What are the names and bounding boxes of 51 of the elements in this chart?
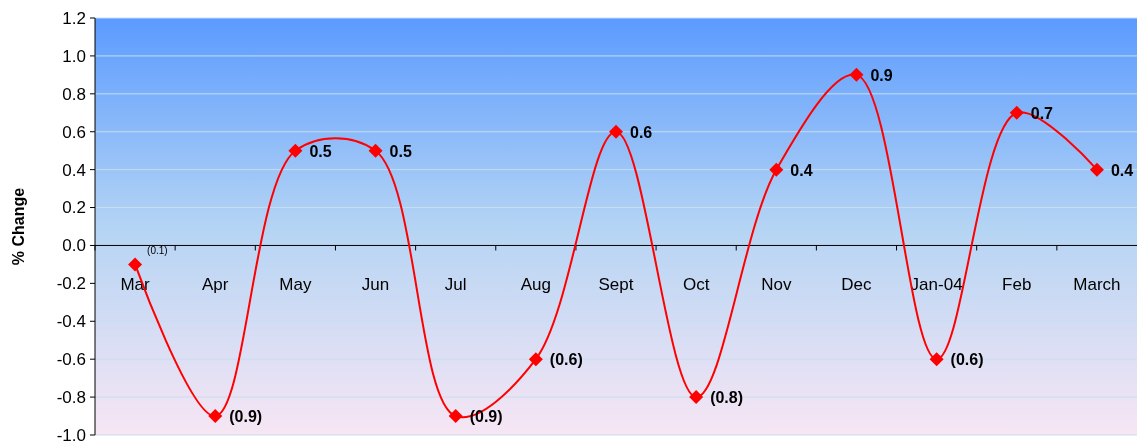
data-label: 0.4 [790,161,813,179]
data-label: 0.5 [309,142,332,160]
x-tick-label: Jan-04 [910,275,963,295]
y-tick-label: -1.0 [56,425,86,445]
data-label: 0.7 [1030,104,1054,122]
point [128,257,143,272]
y-tick-label: 0.0 [62,236,86,256]
y-tick-label: 1.0 [62,46,86,66]
data-label: 0.4 [1110,161,1134,179]
point [288,143,303,158]
x-tick-label: May [279,275,312,295]
point [1009,105,1024,120]
y-tick-label: 0.4 [62,160,86,180]
y-tick-label: 0.8 [62,84,86,104]
x-tick-label: Oct [682,275,710,295]
point [208,409,223,424]
x-tick-label: Dec [841,275,873,295]
x-tick-label: Aug [520,275,551,295]
data-label: 0.9 [870,66,893,84]
point [769,162,784,177]
point [849,67,864,82]
y-tick-label: -0.8 [56,388,86,408]
data-label: (0.9) [469,408,503,426]
x-tick-label: March [1073,275,1121,295]
y-tick-label: -0.6 [56,350,86,370]
point [609,124,623,139]
x-tick-label: Jul [444,275,467,295]
y-tick-label: -0.4 [56,312,86,332]
x-tick-label: Feb [1002,275,1032,295]
y-tick-label: -0.2 [56,274,86,294]
data-label: (0.6) [950,351,984,369]
point [448,409,463,424]
y-axis-title: % Change [10,187,27,266]
point [528,352,543,367]
point [929,352,944,367]
data-label: 0.5 [389,142,412,160]
point [689,390,704,405]
point [1089,162,1104,177]
data-label: 0.6 [630,123,653,141]
data-label: (0.6) [549,351,583,369]
x-tick-label: Apr [202,275,229,295]
data-label: (0.9) [229,408,263,426]
data-label: (0.8) [710,389,744,407]
x-tick-label: Nov [761,275,792,295]
y-tick-label: 1.2 [62,8,86,28]
x-tick-label: Jun [361,275,390,295]
y-tick-label: 0.2 [62,198,86,218]
data-label: (0.1) [147,245,168,257]
y-tick-label: 0.6 [62,122,86,142]
x-tick-label: Sept [598,275,634,295]
point [368,143,383,158]
